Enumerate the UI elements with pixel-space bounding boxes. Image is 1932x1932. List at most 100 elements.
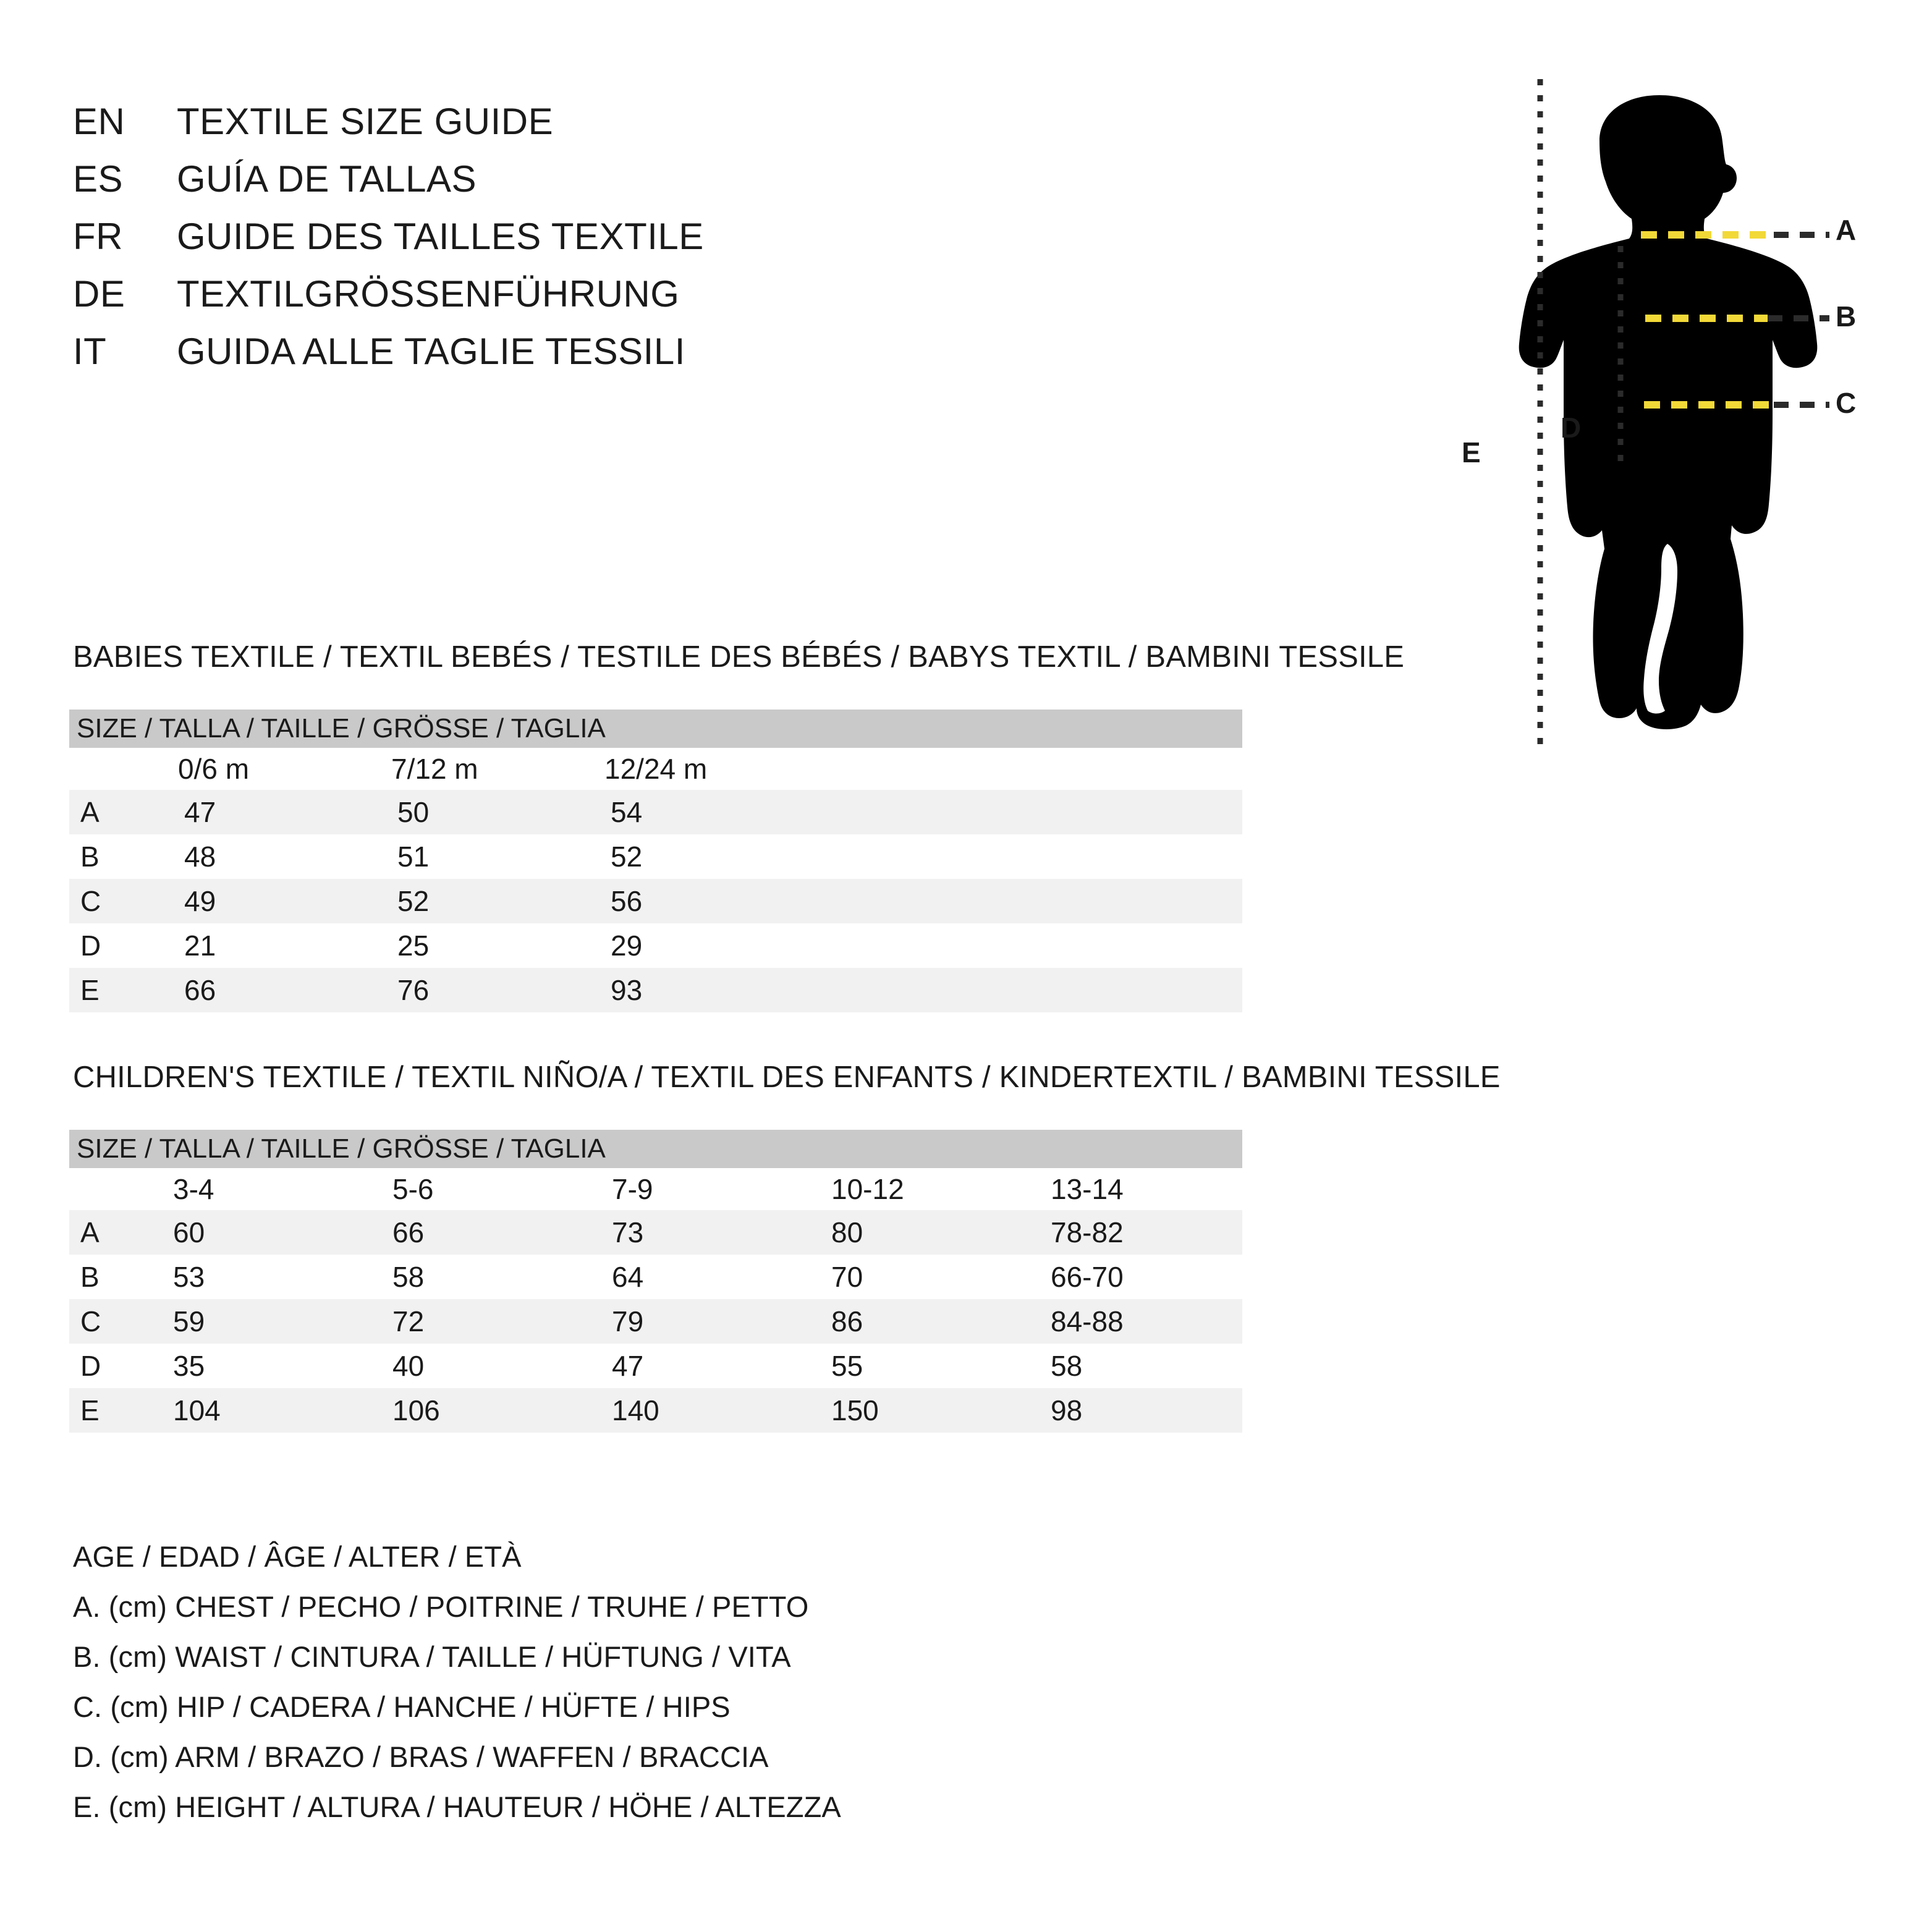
figure-label-e: E	[1462, 436, 1481, 468]
children-cell-b-4: 66-70	[1051, 1261, 1124, 1293]
language-row-de: DE TEXTILGRÖSSENFÜHRUNG	[73, 265, 1247, 323]
babies-cell-d-1: 25	[397, 930, 430, 962]
table-row: B 48 51 52	[69, 834, 1242, 879]
babies-column-header-row: 0/6 m 7/12 m 12/24 m	[69, 748, 1242, 790]
language-code-it: IT	[73, 331, 107, 372]
babies-column-header-1: 7/12 m	[391, 753, 478, 785]
children-cell-a-3: 80	[831, 1216, 863, 1248]
children-row-label-c: C	[80, 1305, 101, 1337]
children-column-header-3: 10-12	[831, 1173, 904, 1205]
language-row-en: EN TEXTILE SIZE GUIDE	[73, 93, 1247, 150]
children-column-header-2: 7-9	[612, 1173, 653, 1205]
table-row: A 47 50 54	[69, 790, 1242, 834]
children-cell-d-1: 40	[392, 1350, 425, 1382]
babies-cell-e-1: 76	[397, 974, 430, 1006]
babies-section-heading: BABIES TEXTILE / TEXTIL BEBÉS / TESTILE …	[73, 640, 1405, 674]
table-row: E 66 76 93	[69, 968, 1242, 1012]
babies-cell-c-1: 52	[397, 885, 430, 917]
babies-row-label-d: D	[80, 930, 101, 962]
babies-cell-c-2: 56	[611, 885, 643, 917]
children-cell-c-2: 79	[612, 1305, 644, 1337]
legend-line-a-chest: A. (cm) CHEST / PECHO / POITRINE / TRUHE…	[73, 1590, 809, 1623]
babies-cell-a-1: 50	[397, 796, 430, 828]
babies-cell-b-1: 51	[397, 841, 430, 873]
table-row: D 35 40 47 55 58	[69, 1344, 1242, 1388]
children-row-label-a: A	[80, 1216, 100, 1248]
babies-cell-e-0: 66	[184, 974, 216, 1006]
figure-label-c: C	[1836, 387, 1857, 419]
figure-label-b: B	[1836, 300, 1857, 333]
figure-label-a: A	[1836, 214, 1857, 246]
language-row-fr: FR GUIDE DES TAILLES TEXTILE	[73, 208, 1247, 265]
babies-column-header-2: 12/24 m	[604, 753, 708, 785]
language-code-en: EN	[73, 101, 125, 142]
children-cell-b-3: 70	[831, 1261, 863, 1293]
language-title-block: EN TEXTILE SIZE GUIDE ES GUÍA DE TALLAS …	[73, 93, 1247, 380]
children-cell-b-2: 64	[612, 1261, 644, 1293]
children-cell-a-1: 66	[392, 1216, 425, 1248]
babies-cell-a-2: 54	[611, 796, 643, 828]
babies-cell-b-0: 48	[184, 841, 216, 873]
babies-cell-d-2: 29	[611, 930, 643, 962]
language-title-es: GUÍA DE TALLAS	[177, 158, 477, 200]
table-row: C 49 52 56	[69, 879, 1242, 923]
children-cell-d-0: 35	[173, 1350, 205, 1382]
children-cell-c-0: 59	[173, 1305, 205, 1337]
legend-line-e-height: E. (cm) HEIGHT / ALTURA / HAUTEUR / HÖHE…	[73, 1790, 841, 1823]
children-section-heading: CHILDREN'S TEXTILE / TEXTIL NIÑO/A / TEX…	[73, 1061, 1501, 1094]
children-cell-e-1: 106	[392, 1394, 440, 1426]
children-cell-d-3: 55	[831, 1350, 863, 1382]
children-column-header-1: 5-6	[392, 1173, 434, 1205]
babies-cell-d-0: 21	[184, 930, 216, 962]
babies-row-label-c: C	[80, 885, 101, 917]
children-size-table: SIZE / TALLA / TAILLE / GRÖSSE / TAGLIA …	[69, 1130, 1242, 1433]
table-row: A 60 66 73 80 78-82	[69, 1210, 1242, 1255]
language-title-fr: GUIDE DES TAILLES TEXTILE	[177, 216, 704, 257]
babies-row-label-a: A	[80, 796, 100, 828]
babies-cell-b-2: 52	[611, 841, 643, 873]
language-row-it: IT GUIDA ALLE TAGLIE TESSILI	[73, 323, 1247, 380]
children-cell-a-0: 60	[173, 1216, 205, 1248]
babies-row-label-b: B	[80, 841, 100, 873]
children-column-header-row: 3-4 5-6 7-9 10-12 13-14	[69, 1168, 1242, 1210]
children-cell-c-4: 84-88	[1051, 1305, 1124, 1337]
figure-label-d: D	[1561, 412, 1582, 444]
children-cell-b-0: 53	[173, 1261, 205, 1293]
language-code-es: ES	[73, 158, 124, 200]
language-title-it: GUIDA ALLE TAGLIE TESSILI	[177, 331, 685, 372]
legend-line-d-arm: D. (cm) ARM / BRAZO / BRAS / WAFFEN / BR…	[73, 1740, 769, 1773]
children-cell-e-4: 98	[1051, 1394, 1083, 1426]
children-cell-b-1: 58	[392, 1261, 425, 1293]
babies-row-label-e: E	[80, 974, 100, 1006]
children-row-label-b: B	[80, 1261, 100, 1293]
children-table-header-bar: SIZE / TALLA / TAILLE / GRÖSSE / TAGLIA	[69, 1130, 1242, 1168]
children-cell-a-2: 73	[612, 1216, 644, 1248]
babies-column-header-0: 0/6 m	[178, 753, 250, 785]
language-title-en: TEXTILE SIZE GUIDE	[177, 101, 554, 142]
children-cell-e-2: 140	[612, 1394, 659, 1426]
table-row: E 104 106 140 150 98	[69, 1388, 1242, 1433]
babies-cell-a-0: 47	[184, 796, 216, 828]
language-title-de: TEXTILGRÖSSENFÜHRUNG	[177, 273, 680, 315]
babies-cell-e-2: 93	[611, 974, 643, 1006]
legend-line-age: AGE / EDAD / ÂGE / ALTER / ETÀ	[73, 1540, 522, 1573]
language-row-es: ES GUÍA DE TALLAS	[73, 150, 1247, 208]
babies-cell-c-0: 49	[184, 885, 216, 917]
table-row: D 21 25 29	[69, 923, 1242, 968]
legend-line-b-waist: B. (cm) WAIST / CINTURA / TAILLE / HÜFTU…	[73, 1640, 791, 1673]
measurement-legend: AGE / EDAD / ÂGE / ALTER / ETÀ A. (cm) C…	[73, 1532, 1185, 1832]
children-row-label-e: E	[80, 1394, 100, 1426]
children-cell-d-2: 47	[612, 1350, 644, 1382]
children-row-label-d: D	[80, 1350, 101, 1382]
babies-table-header-bar: SIZE / TALLA / TAILLE / GRÖSSE / TAGLIA	[69, 710, 1242, 748]
children-cell-d-4: 58	[1051, 1350, 1083, 1382]
children-cell-c-1: 72	[392, 1305, 425, 1337]
children-column-header-0: 3-4	[173, 1173, 214, 1205]
language-code-fr: FR	[73, 216, 123, 257]
babies-size-table: SIZE / TALLA / TAILLE / GRÖSSE / TAGLIA …	[69, 710, 1242, 1012]
children-cell-a-4: 78-82	[1051, 1216, 1124, 1248]
table-row: B 53 58 64 70 66-70	[69, 1255, 1242, 1299]
legend-line-c-hip: C. (cm) HIP / CADERA / HANCHE / HÜFTE / …	[73, 1690, 731, 1723]
table-row: C 59 72 79 86 84-88	[69, 1299, 1242, 1344]
children-cell-c-3: 86	[831, 1305, 863, 1337]
